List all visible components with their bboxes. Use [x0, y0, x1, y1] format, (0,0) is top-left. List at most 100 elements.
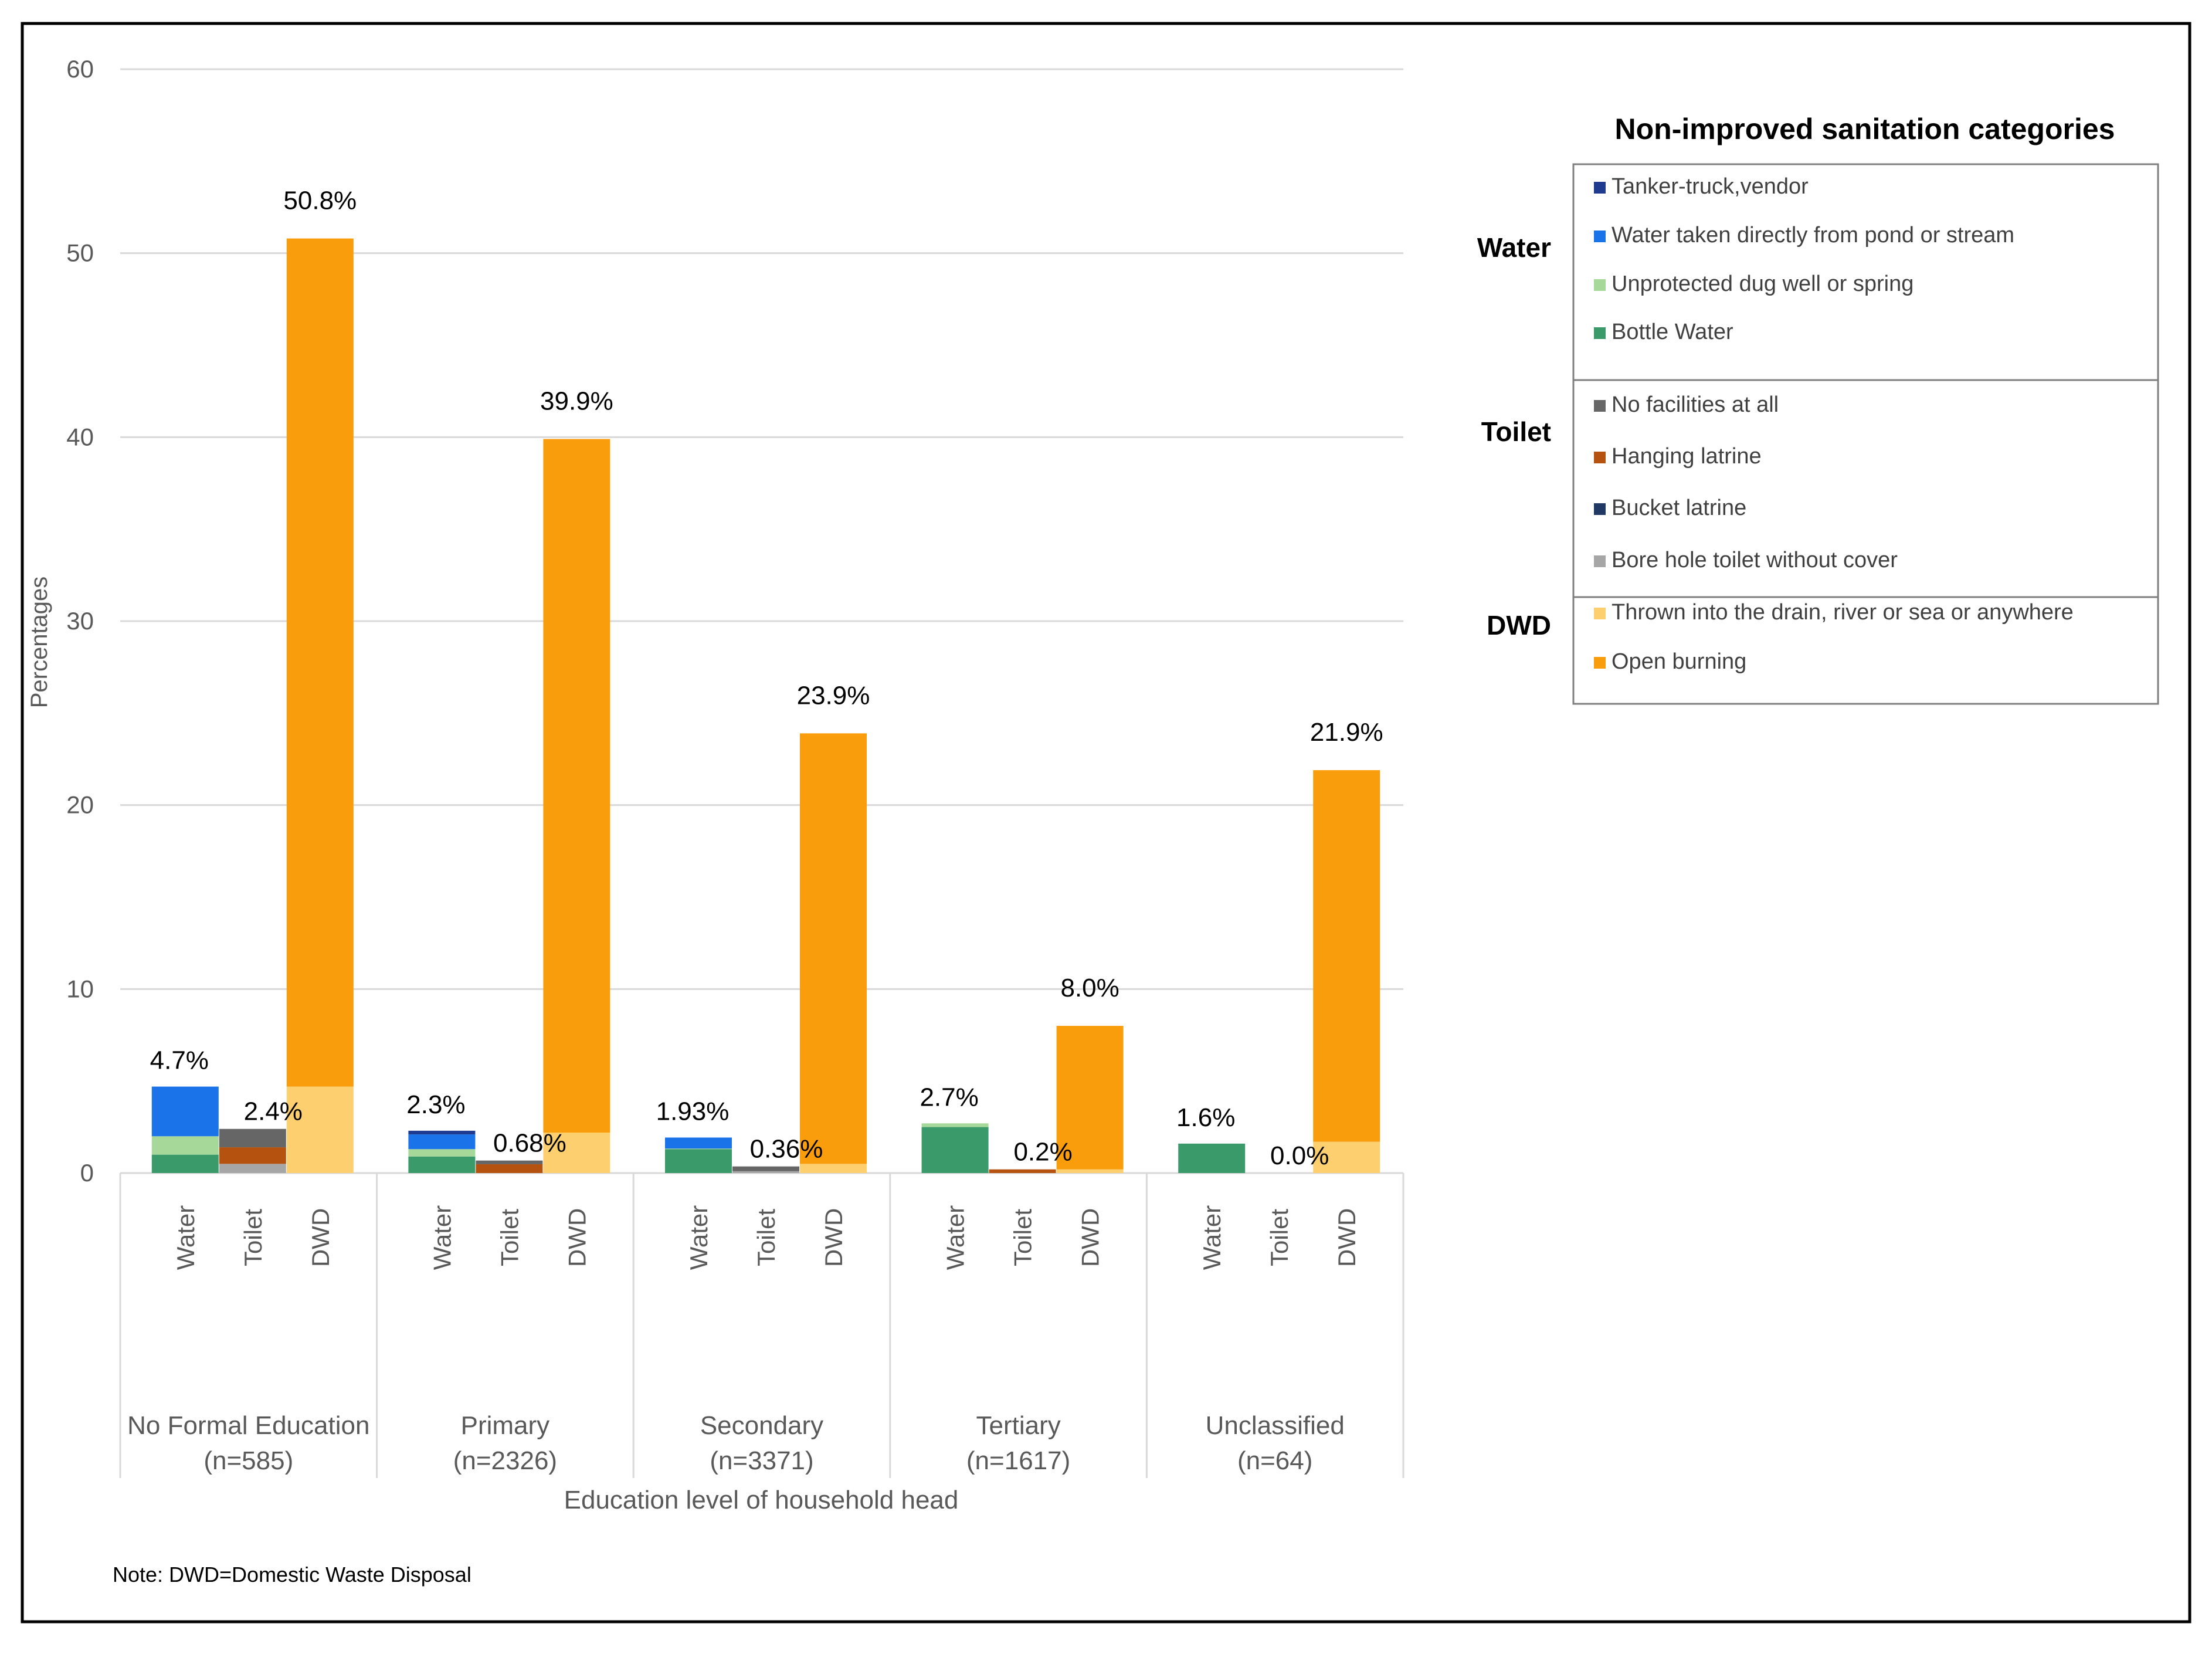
data-label: 1.6%	[1176, 1103, 1235, 1132]
bar-segment	[800, 733, 867, 1164]
data-label: 39.9%	[540, 387, 613, 415]
data-label: 23.9%	[797, 681, 870, 710]
x-bar-label: DWD	[563, 1208, 591, 1267]
chart-note: Note: DWD=Domestic Waste Disposal	[113, 1563, 471, 1587]
y-tick-label: 30	[66, 607, 94, 635]
x-group-label: Tertiary	[976, 1411, 1060, 1440]
x-bar-label: Toilet	[752, 1209, 780, 1266]
x-bar-label: Toilet	[496, 1209, 523, 1266]
bar-segment	[151, 1086, 219, 1137]
legend-swatch	[1594, 279, 1606, 291]
legend-swatch	[1594, 231, 1606, 242]
y-tick-label: 20	[66, 791, 94, 819]
legend-item-label: Thrown into the drain, river or sea or a…	[1611, 600, 2074, 625]
bar-segment	[219, 1128, 286, 1148]
x-bar-label: DWD	[820, 1208, 847, 1267]
bar-segment	[665, 1137, 732, 1149]
bar-segment	[286, 1086, 354, 1173]
x-group-label: Secondary	[700, 1411, 823, 1440]
x-bar-label: DWD	[1077, 1208, 1104, 1267]
x-bar-label: Water	[942, 1205, 969, 1270]
y-tick-label: 50	[66, 239, 94, 267]
x-bar-label: Toilet	[1009, 1209, 1037, 1266]
legend-item-label: Bucket latrine	[1611, 496, 1746, 520]
y-tick-label: 10	[66, 975, 94, 1002]
data-label: 0.36%	[750, 1135, 823, 1164]
bar-segment	[543, 439, 610, 1133]
data-labels: 4.7% 2.4% 50.8% 2.3% 0.68% 39.9% 1.93% 0.36% 23.…	[150, 187, 1383, 1170]
legend-item-label: Water taken directly from pond or stream	[1611, 223, 2014, 248]
data-label: 21.9%	[1310, 718, 1383, 747]
data-label: 2.4%	[244, 1097, 303, 1126]
x-group-label: Unclassified	[1206, 1411, 1345, 1440]
bar-segment	[151, 1136, 219, 1155]
y-tick-label: 40	[66, 423, 94, 450]
bar-segment	[1056, 1026, 1124, 1170]
x-group-n: (n=1617)	[966, 1446, 1070, 1475]
y-axis-title: Percentages	[26, 577, 52, 709]
bar-segment	[732, 1171, 799, 1173]
bar-segment	[800, 1164, 867, 1173]
y-tick-label: 60	[66, 55, 94, 83]
legend-swatch	[1594, 608, 1606, 619]
bar-segment	[989, 1169, 1056, 1173]
legend-item-label: Unprotected dug well or spring	[1611, 272, 1914, 296]
legend-item-label: Tanker-truck,vendor	[1611, 174, 1809, 199]
data-label: 8.0%	[1060, 974, 1119, 1002]
legend-swatch	[1594, 327, 1606, 339]
x-axis: Water Toilet DWD No Formal Education (n=585)…	[119, 1173, 1404, 1478]
legend-item-label: No facilities at all	[1611, 392, 1779, 417]
data-label: 0.2%	[1013, 1138, 1072, 1167]
legend-section-label: Water	[1477, 232, 1551, 263]
legend-swatch	[1594, 503, 1606, 515]
x-group-label: No Formal Education	[127, 1411, 369, 1440]
x-bar-label: DWD	[307, 1208, 334, 1267]
bar-segment	[665, 1149, 732, 1173]
bar-segment	[1056, 1169, 1124, 1173]
legend-swatch	[1594, 657, 1606, 669]
y-axis-ticks: 0 10 20 30 40 50 60	[66, 55, 94, 1187]
bar-segment	[732, 1166, 799, 1171]
data-label: 4.7%	[150, 1046, 209, 1075]
data-label: 0.68%	[493, 1129, 566, 1158]
bar-segment	[408, 1134, 476, 1150]
bar-segment	[543, 1132, 610, 1173]
bar-segment	[408, 1156, 476, 1173]
data-label: 50.8%	[283, 187, 357, 215]
x-bar-label: Toilet	[1266, 1209, 1293, 1266]
legend-item-label: Hanging latrine	[1611, 444, 1762, 469]
legend-swatch	[1594, 400, 1606, 412]
legend-title: Non-improved sanitation categories	[1615, 113, 2115, 145]
bar-segment	[219, 1147, 286, 1164]
bar-segment	[286, 238, 354, 1087]
legend-swatch	[1594, 452, 1606, 463]
x-group-n: (n=3371)	[710, 1446, 813, 1475]
legend-section-label: Toilet	[1481, 416, 1551, 447]
bar-segment	[476, 1160, 543, 1164]
x-group-n: (n=585)	[203, 1446, 293, 1475]
bars	[151, 238, 1380, 1173]
bar-segment	[1178, 1143, 1246, 1173]
bar-segment	[665, 1148, 732, 1150]
data-label: 0.0%	[1270, 1141, 1329, 1170]
x-bar-label: Water	[1198, 1205, 1226, 1270]
legend-box	[1572, 163, 2159, 705]
x-group-n: (n=2326)	[453, 1446, 557, 1475]
data-label: 2.7%	[920, 1083, 978, 1111]
data-label: 1.93%	[656, 1097, 730, 1126]
data-label: 2.3%	[406, 1090, 465, 1119]
x-bar-label: Water	[685, 1205, 713, 1270]
legend-item-label: Bore hole toilet without cover	[1611, 548, 1898, 572]
bar-segment	[921, 1127, 989, 1173]
bar-segment	[1313, 1141, 1380, 1173]
bar-segment	[408, 1149, 476, 1157]
x-axis-title: Education level of household head	[564, 1486, 959, 1514]
x-bar-label: Toilet	[239, 1209, 267, 1266]
legend-section-label: DWD	[1487, 610, 1551, 640]
legend-swatch	[1594, 182, 1606, 194]
legend-item-label: Bottle Water	[1611, 320, 1733, 344]
x-bar-label: DWD	[1333, 1208, 1361, 1267]
bar-segment	[476, 1164, 543, 1173]
